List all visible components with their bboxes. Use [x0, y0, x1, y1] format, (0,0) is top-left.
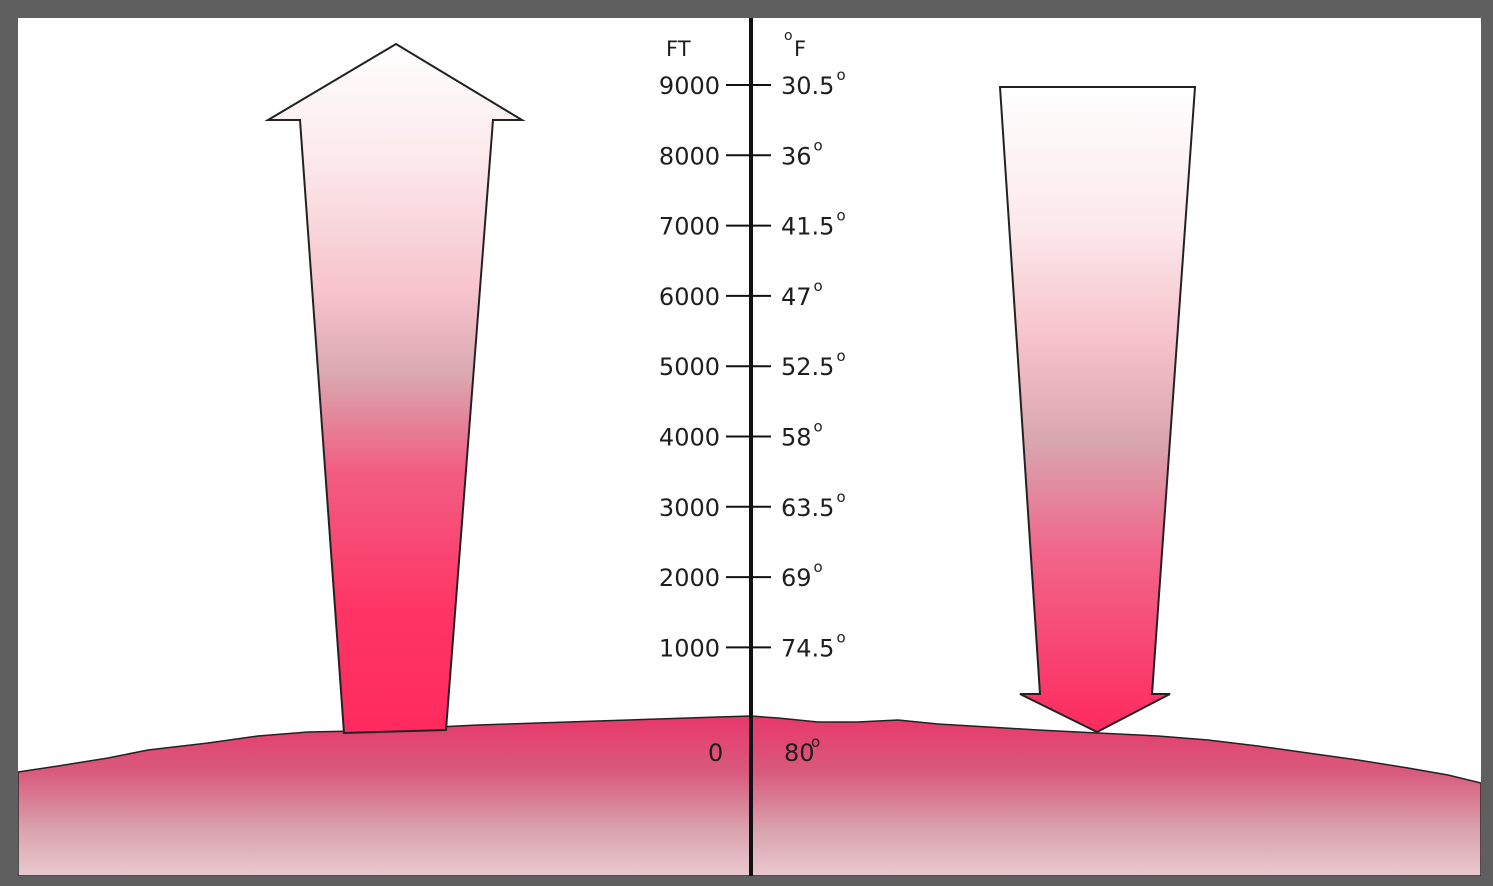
degree-mark: o [836, 488, 845, 506]
degree-mark: o [814, 277, 823, 295]
altitude-tick-label: 3000 [659, 494, 720, 522]
degree-mark: o [836, 66, 845, 84]
temperature-tick-label: 69 [781, 564, 812, 592]
degree-mark: o [836, 207, 845, 225]
temperature-tick-label: 63.5 [781, 494, 834, 522]
temperature-tick-label: 52.5 [781, 353, 834, 381]
altitude-tick-label: 1000 [659, 634, 720, 662]
temperature-unit-label: F [794, 37, 806, 61]
altitude-tick-label: 6000 [659, 283, 720, 311]
temperature-tick-label: 47 [781, 283, 812, 311]
degree-mark-header: o [784, 28, 793, 44]
degree-mark: o [814, 136, 823, 154]
temperature-tick-label: 74.5 [781, 634, 834, 662]
ground-altitude-label: 0 [708, 739, 723, 767]
altitude-tick-label: 2000 [659, 564, 720, 592]
degree-mark: o [836, 347, 845, 365]
degree-mark: o [836, 628, 845, 646]
ground-degree-mark: o [811, 733, 820, 751]
temperature-tick-label: 58 [781, 424, 812, 452]
rising-air-arrow [264, 42, 526, 735]
degree-mark: o [814, 558, 823, 576]
temperature-tick-label: 36 [781, 142, 812, 170]
temperature-tick-label: 41.5 [781, 213, 834, 241]
altitude-tick-label: 7000 [659, 213, 720, 241]
altitude-tick-label: 8000 [659, 142, 720, 170]
altitude-tick-label: 5000 [659, 353, 720, 381]
temperature-tick-label: 30.5 [781, 72, 834, 100]
degree-mark: o [814, 418, 823, 436]
sinking-air-arrow [998, 86, 1197, 734]
altitude-unit-label: FT [666, 37, 691, 61]
ground-temperature-label: 80 [784, 739, 815, 767]
altitude-tick-label: 4000 [659, 424, 720, 452]
altitude-tick-label: 9000 [659, 72, 720, 100]
diagram-panel: 9000 30.5 o 8000 36 o 7000 41.5 o 6000 47 o 5000 52.5… [18, 18, 1481, 876]
